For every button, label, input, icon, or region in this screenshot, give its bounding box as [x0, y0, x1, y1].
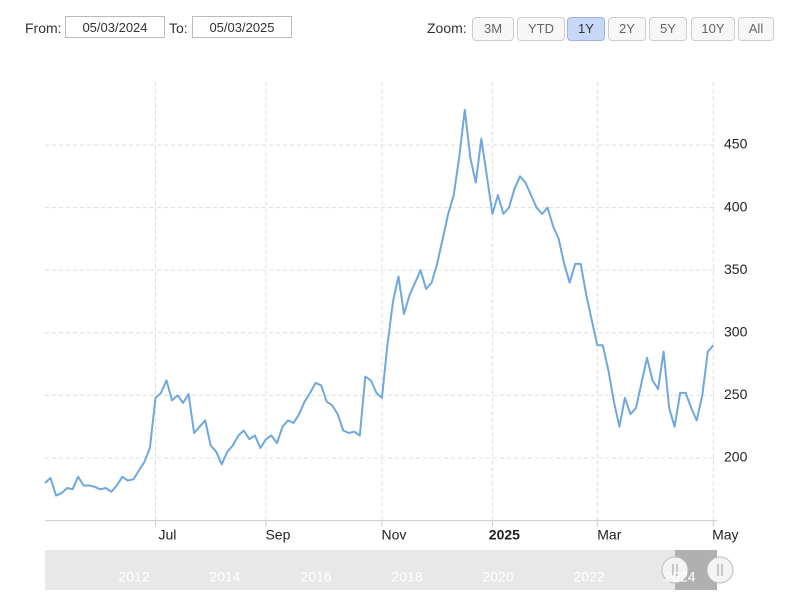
x-tick-label: 2025	[489, 527, 520, 543]
y-tick-label: 400	[724, 198, 748, 214]
navigator-label: 2022	[573, 569, 604, 585]
x-tick-label: May	[712, 527, 738, 543]
x-tick-label: Jul	[159, 527, 177, 543]
zoom-button[interactable]: 10Y	[691, 17, 735, 41]
from-input[interactable]: 05/03/2024	[65, 16, 165, 38]
zoom-button[interactable]: 5Y	[649, 17, 687, 41]
navigator-label: 2020	[482, 569, 513, 585]
x-tick-label: Sep	[265, 527, 290, 543]
to-label: To:	[169, 20, 188, 36]
zoom-button[interactable]: 1Y	[567, 17, 605, 41]
navigator-label: 2012	[118, 569, 149, 585]
from-label: From:	[25, 20, 62, 36]
y-tick-label: 350	[724, 261, 748, 277]
navigator-handle[interactable]	[661, 556, 689, 584]
y-tick-label: 300	[724, 324, 748, 340]
price-line	[44, 108, 715, 497]
navigator-label: 2018	[391, 569, 422, 585]
zoom-button[interactable]: 2Y	[608, 17, 646, 41]
y-tick-label: 450	[724, 136, 748, 152]
y-tick-label: 200	[724, 449, 748, 465]
zoom-button[interactable]: YTD	[517, 17, 565, 41]
navigator-label: 2024	[664, 569, 695, 585]
navigator-labels: 2012 2014 2016 2018 2020 2022 2024	[118, 569, 695, 585]
x-tick-label: Mar	[597, 527, 621, 543]
to-input[interactable]: 05/03/2025	[192, 16, 292, 38]
x-tick-label: Nov	[381, 527, 406, 543]
navigator-label: 2014	[209, 569, 240, 585]
navigator-handle[interactable]	[706, 556, 734, 584]
navigator-background	[45, 550, 717, 590]
zoom-button[interactable]: 3M	[472, 17, 514, 41]
zoom-button[interactable]: All	[738, 17, 774, 41]
navigator-label: 2016	[300, 569, 331, 585]
y-tick-label: 250	[724, 386, 748, 402]
zoom-label: Zoom:	[427, 20, 467, 36]
